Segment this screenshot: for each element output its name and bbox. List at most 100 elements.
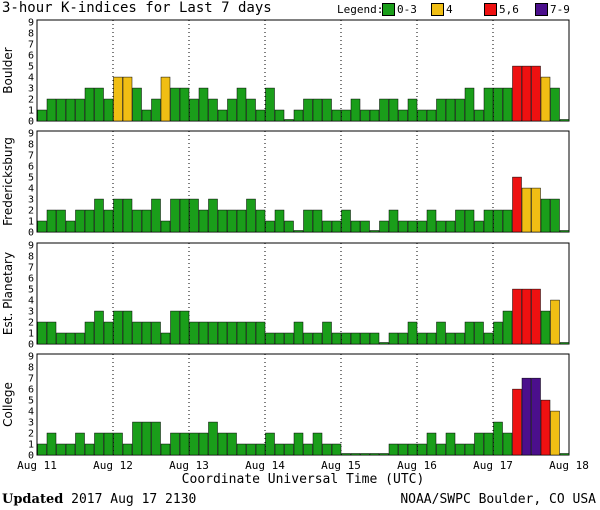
kp-bar (379, 98, 389, 122)
y-tick-label: 0 (28, 228, 34, 239)
kp-bar (170, 310, 180, 345)
kp-bar (464, 87, 475, 122)
kp-bar (531, 187, 541, 233)
kp-bar (502, 310, 513, 345)
kp-bar (426, 109, 437, 122)
y-tick-label: 3 (28, 307, 34, 318)
y-tick-label: 8 (28, 363, 34, 374)
x-tick-label: Aug 15 (321, 459, 361, 472)
y-tick-label: 0 (28, 117, 34, 128)
y-tick-label: 2 (28, 429, 34, 440)
kp-bar (550, 198, 560, 233)
kp-bar (360, 109, 370, 122)
panel-name: Est. Planetary (1, 252, 15, 335)
kp-bar (179, 87, 190, 122)
kp-bar (94, 432, 104, 456)
kp-bar (312, 332, 323, 345)
kp-bar (265, 432, 275, 456)
y-tick-label: 9 (28, 352, 34, 363)
kp-bar (417, 443, 427, 456)
kp-bar (122, 443, 133, 456)
kp-bar (46, 98, 57, 122)
kp-bar (417, 332, 427, 345)
kp-bar (455, 209, 465, 233)
kp-bar (331, 443, 342, 456)
kp-bar (84, 321, 95, 345)
kp-bar (341, 209, 351, 233)
y-tick-label: 9 (28, 129, 34, 140)
legend-label-0-3: 0-3 (397, 3, 417, 16)
kp-bar (56, 332, 66, 345)
kp-bar (369, 230, 380, 233)
kp-bar (217, 432, 228, 456)
kp-bar (407, 98, 418, 122)
kp-bar (122, 76, 133, 122)
kp-bar (75, 98, 85, 122)
y-tick-label: 3 (28, 195, 34, 206)
kp-bar (369, 109, 380, 122)
kp-bar (350, 332, 361, 345)
legend-title: Legend: (337, 3, 384, 16)
kp-bar (493, 209, 503, 233)
kp-bar (407, 443, 418, 456)
y-tick-label: 2 (28, 318, 34, 329)
source-credit: NOAA/SWPC Boulder, CO USA (400, 492, 596, 507)
y-tick-label: 1 (28, 106, 34, 117)
kp-bar (322, 443, 332, 456)
kp-bar (274, 332, 285, 345)
updated-label: Updated (2, 492, 64, 507)
kp-bar (540, 310, 551, 345)
kp-bar (170, 432, 180, 456)
kp-bar (521, 377, 532, 456)
y-tick-label: 4 (28, 407, 34, 418)
y-tick-label: 6 (28, 162, 34, 173)
y-tick-label: 8 (28, 252, 34, 263)
y-tick-label: 0 (28, 340, 34, 351)
kp-bar (141, 321, 152, 345)
kp-bar (293, 321, 304, 345)
kp-bar (417, 109, 427, 122)
kp-bar (227, 432, 237, 456)
y-tick-label: 6 (28, 274, 34, 285)
kp-bar (464, 443, 475, 456)
kp-bar (141, 209, 152, 233)
kp-bar (265, 220, 275, 233)
kp-bar (246, 321, 256, 345)
panel-name: College (1, 382, 15, 427)
kp-bar (132, 209, 142, 233)
kp-bar (103, 209, 114, 233)
kp-bar (369, 332, 380, 345)
kp-bar (369, 453, 380, 456)
kp-bar (84, 87, 95, 122)
x-tick-label: Aug 13 (169, 459, 209, 472)
kp-bar (312, 98, 323, 122)
kp-bar (445, 98, 456, 122)
kp-bar (540, 198, 551, 233)
kp-bar (531, 65, 541, 122)
kp-bar (331, 332, 342, 345)
kp-bar (388, 98, 399, 122)
kp-bar (198, 209, 209, 233)
kp-bar (512, 388, 522, 456)
legend-swatch-purple (535, 3, 548, 16)
kp-bar (151, 421, 161, 456)
kp-bar (113, 432, 123, 456)
x-tick-label: Aug 16 (397, 459, 437, 472)
y-tick-label: 4 (28, 184, 34, 195)
kp-bar (208, 98, 218, 122)
kp-bar (350, 453, 361, 456)
kp-bar (189, 432, 199, 456)
kp-bar (284, 443, 294, 456)
kp-bar (227, 321, 237, 345)
kp-bar (37, 443, 47, 456)
kp-bar (208, 198, 218, 233)
kp-bar (493, 87, 503, 122)
kp-bar (436, 220, 446, 233)
kp-bar (303, 209, 313, 233)
y-tick-label: 3 (28, 84, 34, 95)
kp-bar (360, 332, 370, 345)
legend-label-7-9: 7-9 (550, 3, 570, 16)
kp-bar (341, 332, 351, 345)
kp-bar (474, 109, 484, 122)
kp-bar (46, 432, 57, 456)
